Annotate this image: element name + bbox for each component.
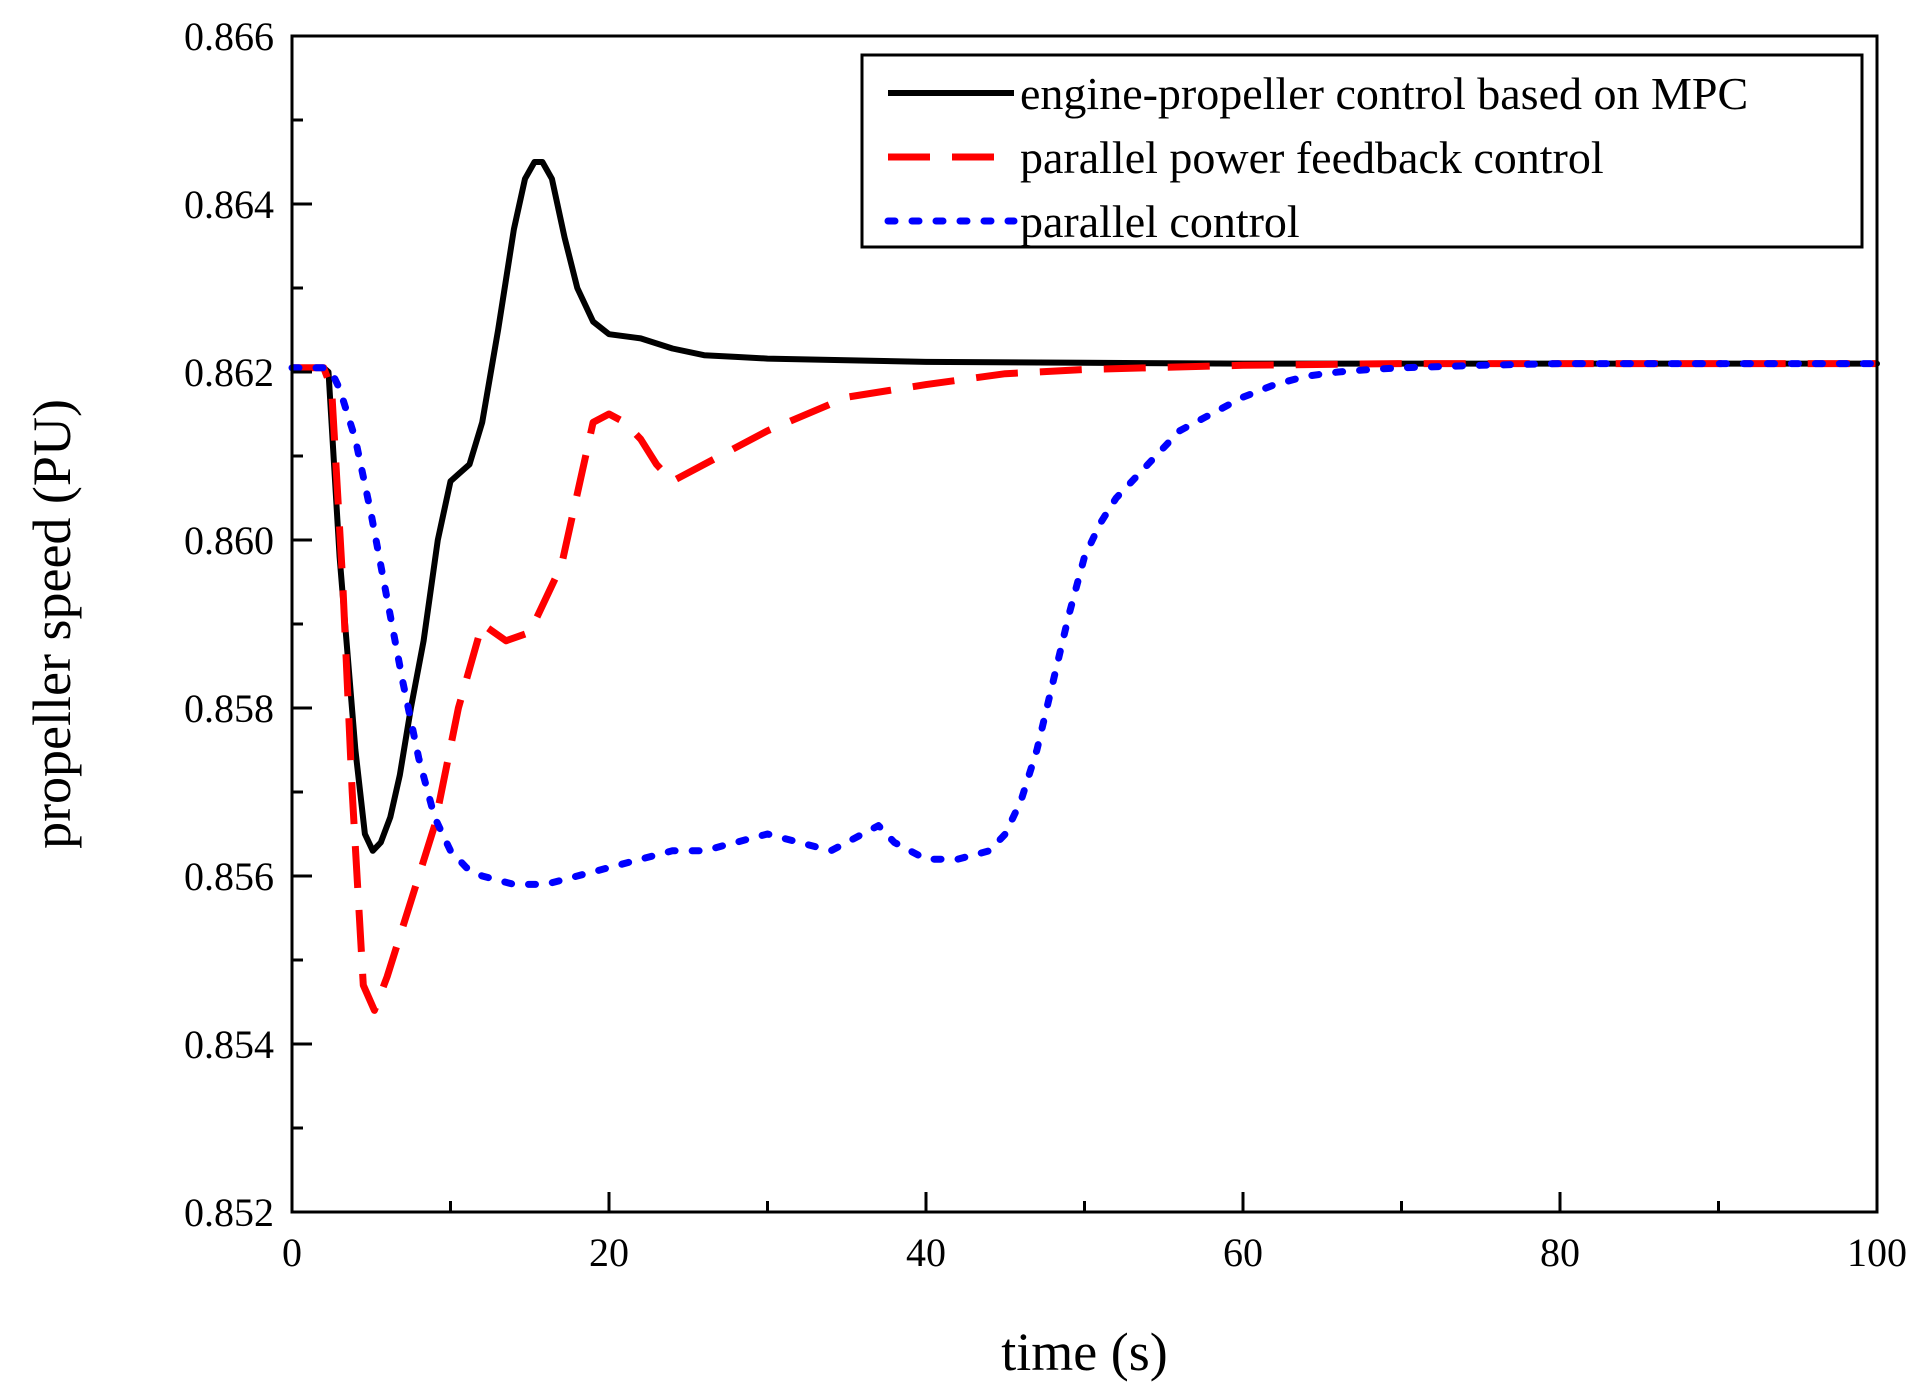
legend-label-1: engine-propeller control based on MPC	[1020, 68, 1748, 119]
x-axis-title: time (s)	[1001, 1322, 1167, 1382]
legend-label-2: parallel power feedback control	[1020, 132, 1604, 183]
y-tick-label: 0.862	[184, 350, 274, 395]
series-line-2	[292, 364, 1877, 1011]
x-tick-label: 100	[1847, 1230, 1907, 1275]
legend-label-3: parallel control	[1020, 196, 1300, 247]
x-tick-label: 0	[282, 1230, 302, 1275]
y-axis-title: propeller speed (PU)	[22, 399, 82, 849]
y-tick-label: 0.860	[184, 518, 274, 563]
x-tick-label: 80	[1540, 1230, 1580, 1275]
series-line-3	[292, 364, 1877, 885]
y-tick-label: 0.852	[184, 1190, 274, 1235]
y-tick-label: 0.858	[184, 686, 274, 731]
x-tick-label: 40	[906, 1230, 946, 1275]
chart: 0 20 40 60 80 100 0.852 0.854 0.856 0.858 0.860 0.8…	[0, 0, 1921, 1400]
y-tick-label: 0.864	[184, 182, 274, 227]
x-tick-label: 20	[589, 1230, 629, 1275]
series-layer	[292, 162, 1877, 1010]
x-tick-label: 60	[1223, 1230, 1263, 1275]
y-tick-label: 0.856	[184, 854, 274, 899]
series-line-1	[292, 162, 1877, 851]
legend: engine-propeller control based on MPC par…	[862, 55, 1862, 247]
y-tick-label: 0.854	[184, 1022, 274, 1067]
y-tick-label: 0.866	[184, 14, 274, 59]
